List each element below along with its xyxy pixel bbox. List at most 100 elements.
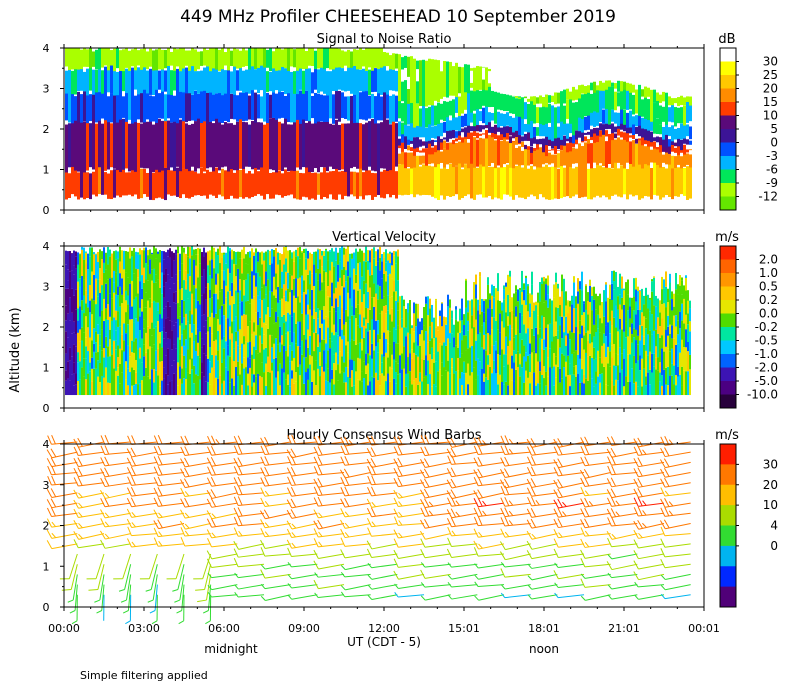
snr-cell xyxy=(368,48,371,68)
velocity-cell xyxy=(353,252,355,269)
snr-cell xyxy=(671,155,674,169)
barb-feather xyxy=(367,562,372,569)
velocity-cell xyxy=(255,252,257,274)
velocity-cell xyxy=(121,303,123,323)
snr-cell xyxy=(554,107,557,127)
velocity-cell xyxy=(299,258,301,278)
barb-feather xyxy=(180,458,186,468)
velocity-cell xyxy=(389,297,391,315)
velocity-cell xyxy=(191,273,193,294)
snr-cell xyxy=(518,134,521,143)
velocity-cell xyxy=(263,260,265,285)
snr-cell xyxy=(233,172,236,199)
snr-gap xyxy=(635,77,638,90)
barb-shaft xyxy=(344,502,371,508)
velocity-cell xyxy=(377,299,379,321)
barb-feather xyxy=(260,445,266,455)
barb-shaft xyxy=(398,563,425,568)
snr-cell xyxy=(176,167,179,197)
snr-cell xyxy=(581,161,584,198)
snr-cell xyxy=(152,96,155,122)
velocity-cell xyxy=(119,261,121,274)
snr-cell xyxy=(416,165,419,195)
wind-barb xyxy=(420,446,451,457)
velocity-cell xyxy=(655,357,657,370)
velocity-cell xyxy=(179,354,181,367)
snr-cell xyxy=(236,95,239,122)
wind-barb xyxy=(73,519,105,529)
velocity-cell xyxy=(339,295,341,319)
velocity-cell xyxy=(219,291,221,310)
snr-cell xyxy=(554,135,557,146)
velocity-cell xyxy=(367,250,369,262)
velocity-cell xyxy=(261,377,263,396)
barb-feather xyxy=(46,488,53,498)
snr-cell xyxy=(476,122,479,132)
velocity-cell xyxy=(391,252,393,266)
snr-cell xyxy=(461,115,464,128)
snr-cell xyxy=(545,144,548,157)
velocity-cell xyxy=(249,303,251,322)
barb-feather xyxy=(78,502,83,508)
snr-gap xyxy=(638,62,641,75)
velocity-cell xyxy=(503,354,505,367)
snr-cell xyxy=(296,170,299,200)
snr-cell xyxy=(104,66,107,93)
snr-cell xyxy=(524,102,527,120)
velocity-cell xyxy=(619,318,621,330)
velocity-cell xyxy=(531,373,533,396)
snr-cell xyxy=(125,172,128,196)
snr-cell xyxy=(527,98,530,102)
velocity-cell xyxy=(139,248,141,255)
snr-cell xyxy=(485,67,488,91)
snr-cell xyxy=(149,68,152,95)
velocity-cell xyxy=(69,320,71,348)
velocity-cell xyxy=(563,278,565,292)
snr-cell xyxy=(662,91,665,102)
velocity-cell xyxy=(179,325,181,340)
barb-feather xyxy=(130,486,136,496)
snr-cell xyxy=(326,118,329,172)
snr-cell xyxy=(650,95,653,122)
barb-feather xyxy=(237,485,243,495)
snr-cell xyxy=(497,111,500,128)
snr-cell xyxy=(683,97,686,106)
wind-barb xyxy=(233,465,265,476)
snr-cell xyxy=(467,129,470,140)
barb-shaft xyxy=(264,472,291,477)
snr-gap xyxy=(491,70,494,83)
barb-feather xyxy=(130,497,136,507)
velocity-cell xyxy=(77,308,79,321)
velocity-cell xyxy=(601,302,603,324)
velocity-cell xyxy=(165,343,167,356)
snr-cell xyxy=(293,49,296,68)
snr-cell xyxy=(113,48,116,72)
velocity-cell xyxy=(293,332,295,358)
snr-cell xyxy=(362,89,365,120)
wind-barb xyxy=(313,519,345,530)
velocity-cell xyxy=(427,297,429,316)
snr-cell xyxy=(521,141,524,147)
velocity-cell xyxy=(195,374,197,396)
barb-shaft xyxy=(238,543,265,550)
velocity-cell xyxy=(195,308,197,335)
colorbar-label: 0.5 xyxy=(759,280,778,294)
snr-cell xyxy=(479,133,482,136)
velocity-cell xyxy=(681,294,683,304)
barb-shaft xyxy=(345,472,371,479)
colorbar-label: -10.0 xyxy=(747,388,778,402)
snr-cell xyxy=(608,106,611,125)
wind-barb xyxy=(46,457,78,468)
velocity-cell xyxy=(437,330,439,352)
snr-cell xyxy=(653,147,656,163)
colorbar-swatch xyxy=(720,259,736,274)
snr-cell xyxy=(374,96,377,124)
snr-cell xyxy=(608,134,611,164)
velocity-cell xyxy=(531,312,533,329)
velocity-cell xyxy=(591,310,593,323)
velocity-cell xyxy=(81,340,83,368)
velocity-cell xyxy=(605,357,607,385)
velocity-cell xyxy=(639,355,641,371)
wind-barb xyxy=(527,496,558,507)
velocity-cell xyxy=(461,320,463,332)
